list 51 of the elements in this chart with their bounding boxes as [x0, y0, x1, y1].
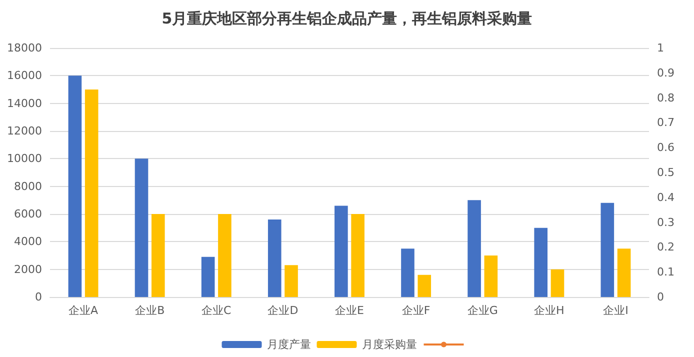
y2-tick-label: 0: [657, 290, 664, 304]
y-tick-label: 4000: [14, 235, 42, 248]
y2-tick-label: 0.2: [657, 240, 674, 254]
bar: [484, 256, 498, 297]
y2-tick-label: 0.6: [657, 141, 674, 154]
x-tick-label: 企业E: [335, 304, 364, 317]
bar: [284, 265, 298, 297]
x-tick-label: 企业G: [467, 304, 498, 317]
bar: [218, 214, 232, 297]
legend-label: 月度采购量: [362, 338, 417, 351]
y2-tick-label: 0.4: [657, 190, 674, 204]
y-tick-label: 16000: [7, 69, 42, 82]
y-tick-label: 18000: [7, 42, 42, 54]
y2-tick-label: 0.7: [657, 116, 674, 130]
bar: [68, 76, 82, 297]
bar: [617, 248, 631, 297]
y2-tick-label: 0.8: [657, 91, 674, 104]
x-tick-label: 企业D: [268, 304, 298, 317]
y2-tick-label: 0.5: [657, 166, 674, 179]
bar: [201, 256, 215, 297]
y-tick-label: 8000: [14, 180, 42, 193]
x-tick-label: 企业B: [135, 304, 165, 317]
x-tick-label: 企业A: [68, 304, 99, 317]
bar: [600, 202, 614, 297]
bar: [268, 220, 282, 297]
x-tick-label: 企业H: [534, 304, 564, 317]
bar: [534, 228, 548, 297]
y-tick-label: 10000: [7, 152, 42, 166]
y-tick-label: 0: [35, 290, 42, 304]
bar: [351, 214, 364, 297]
bar: [84, 90, 98, 297]
bar: [401, 248, 414, 297]
chart-title: 5月重庆地区部分再生铝企成品产量，再生铝原料采购量: [162, 10, 532, 28]
y2-tick-label: 1: [657, 42, 664, 54]
y2-tick-label: 0.9: [657, 66, 674, 80]
bar: [418, 274, 432, 297]
bar: [151, 214, 165, 297]
x-tick-label: 企业I: [603, 304, 628, 317]
x-tick-label: 企业C: [202, 304, 232, 317]
x-tick-label: 企业F: [402, 304, 430, 317]
y-tick-label: 14000: [7, 96, 42, 110]
bar: [550, 269, 564, 297]
y2-tick-label: 0.1: [657, 266, 674, 279]
y-tick-label: 12000: [7, 124, 42, 138]
y-tick-label: 6000: [14, 208, 42, 220]
y2-tick-label: 0.3: [657, 216, 674, 229]
bar: [134, 158, 148, 297]
bar: [468, 200, 481, 297]
legend-label: 月度产量: [266, 338, 311, 351]
bar: [334, 206, 348, 297]
y-tick-label: 2000: [14, 262, 42, 276]
